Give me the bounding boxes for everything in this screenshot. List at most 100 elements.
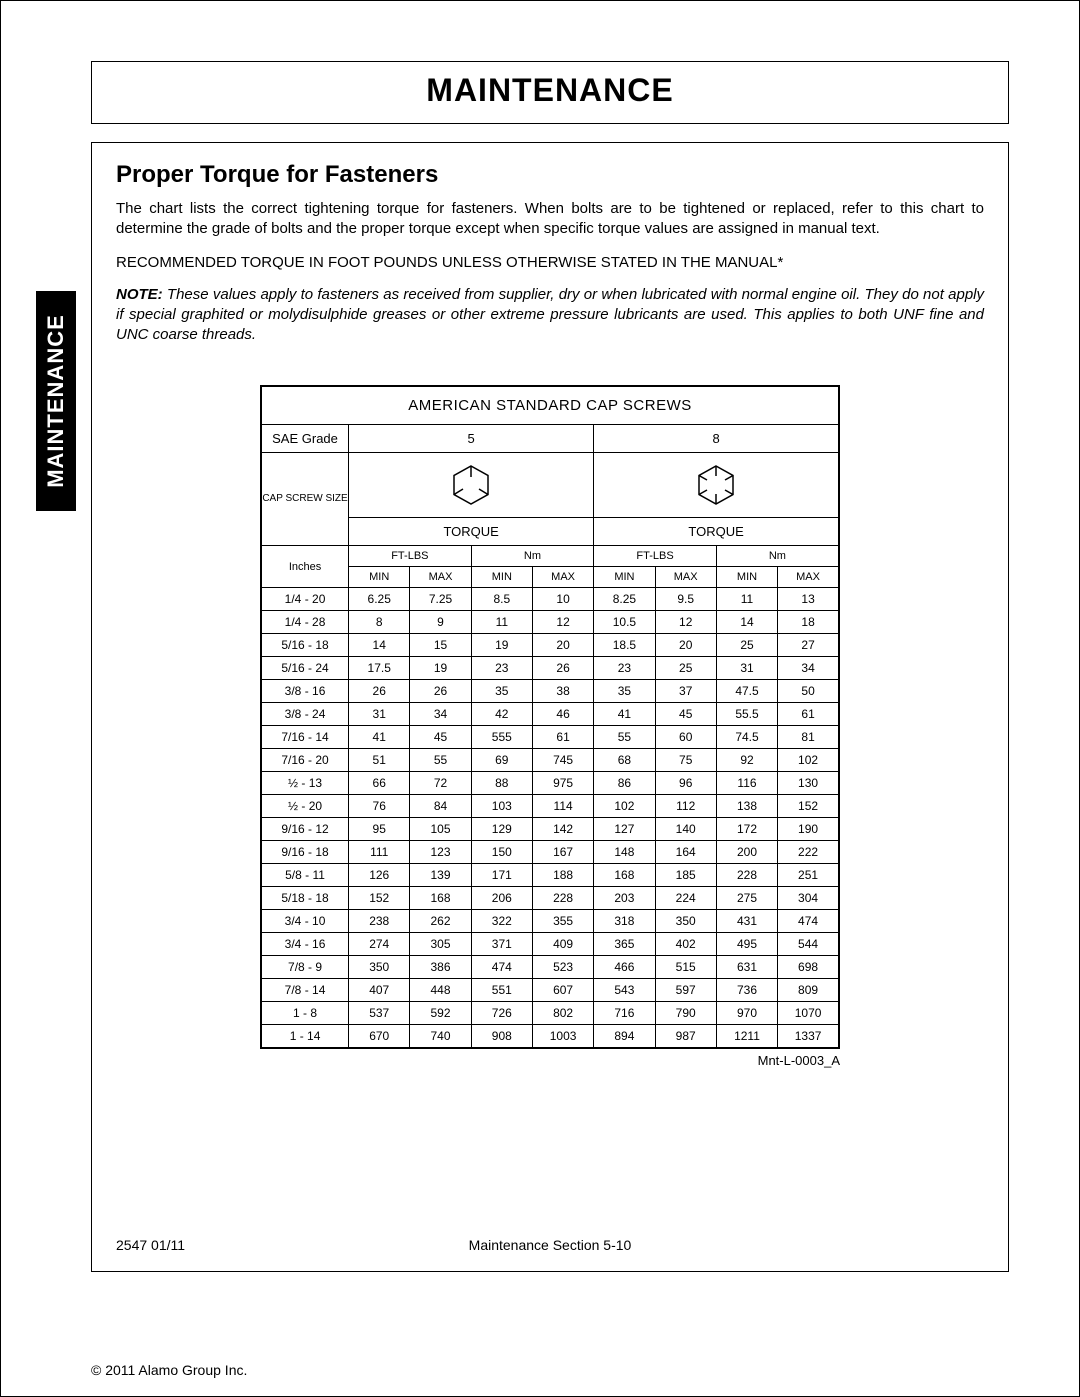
value-cell: 474	[471, 956, 532, 979]
value-cell: 14	[349, 634, 410, 657]
value-cell: 275	[716, 887, 777, 910]
size-cell: 9/16 - 12	[261, 818, 349, 841]
cap-screw-size-label: CAP SCREW SIZE	[261, 453, 349, 546]
grade-5: 5	[349, 425, 594, 453]
value-cell: 116	[716, 772, 777, 795]
value-cell: 17.5	[349, 657, 410, 680]
table-row: 3/8 - 2431344246414555.561	[261, 703, 839, 726]
grade-8-icon	[594, 453, 839, 518]
sae-label: SAE Grade	[261, 425, 349, 453]
value-cell: 112	[655, 795, 716, 818]
table-row: ½ - 136672889758696116130	[261, 772, 839, 795]
page: MAINTENANCE MAINTENANCE Proper Torque fo…	[0, 0, 1080, 1397]
value-cell: 1003	[532, 1025, 593, 1049]
minmax-row: MIN MAX MIN MAX MIN MAX MIN MAX	[261, 567, 839, 588]
value-cell: 171	[471, 864, 532, 887]
value-cell: 365	[594, 933, 655, 956]
size-cell: 9/16 - 18	[261, 841, 349, 864]
value-cell: 76	[349, 795, 410, 818]
table-row: 1 - 14670740908100389498712111337	[261, 1025, 839, 1049]
size-cell: 5/8 - 11	[261, 864, 349, 887]
value-cell: 987	[655, 1025, 716, 1049]
table-row: 7/16 - 20515569745687592102	[261, 749, 839, 772]
value-cell: 35	[471, 680, 532, 703]
intro-text: The chart lists the correct tightening t…	[116, 199, 984, 240]
value-cell: 26	[532, 657, 593, 680]
value-cell: 238	[349, 910, 410, 933]
value-cell: 200	[716, 841, 777, 864]
grade-5-icon	[349, 453, 594, 518]
value-cell: 515	[655, 956, 716, 979]
value-cell: 41	[594, 703, 655, 726]
value-cell: 127	[594, 818, 655, 841]
value-cell: 8.5	[471, 588, 532, 611]
value-cell: 23	[471, 657, 532, 680]
unit-row: Inches FT-LBS Nm FT-LBS Nm	[261, 546, 839, 567]
value-cell: 544	[778, 933, 839, 956]
value-cell: 908	[471, 1025, 532, 1049]
size-cell: 7/8 - 14	[261, 979, 349, 1002]
value-cell: 31	[716, 657, 777, 680]
value-cell: 8	[349, 611, 410, 634]
value-cell: 20	[655, 634, 716, 657]
value-cell: 802	[532, 1002, 593, 1025]
table-row: 5/18 - 18152168206228203224275304	[261, 887, 839, 910]
value-cell: 1337	[778, 1025, 839, 1049]
value-cell: 448	[410, 979, 471, 1002]
value-cell: 206	[471, 887, 532, 910]
value-cell: 129	[471, 818, 532, 841]
value-cell: 222	[778, 841, 839, 864]
value-cell: 318	[594, 910, 655, 933]
value-cell: 597	[655, 979, 716, 1002]
value-cell: 555	[471, 726, 532, 749]
value-cell: 45	[410, 726, 471, 749]
value-cell: 142	[532, 818, 593, 841]
size-cell: 3/8 - 16	[261, 680, 349, 703]
value-cell: 726	[471, 1002, 532, 1025]
size-cell: 5/16 - 18	[261, 634, 349, 657]
value-cell: 631	[716, 956, 777, 979]
value-cell: 9.5	[655, 588, 716, 611]
value-cell: 474	[778, 910, 839, 933]
size-cell: 1 - 14	[261, 1025, 349, 1049]
recommended-text: RECOMMENDED TORQUE IN FOOT POUNDS UNLESS…	[116, 254, 984, 271]
value-cell: 11	[471, 611, 532, 634]
value-cell: 431	[716, 910, 777, 933]
value-cell: 8.25	[594, 588, 655, 611]
unit-ftlbs-5: FT-LBS	[349, 546, 472, 567]
value-cell: 69	[471, 749, 532, 772]
min: MIN	[716, 567, 777, 588]
value-cell: 102	[594, 795, 655, 818]
value-cell: 168	[594, 864, 655, 887]
value-cell: 167	[532, 841, 593, 864]
table-row: 7/8 - 9350386474523466515631698	[261, 956, 839, 979]
value-cell: 25	[655, 657, 716, 680]
size-cell: ½ - 20	[261, 795, 349, 818]
value-cell: 72	[410, 772, 471, 795]
value-cell: 51	[349, 749, 410, 772]
value-cell: 224	[655, 887, 716, 910]
note-body: These values apply to fasteners as recei…	[116, 286, 984, 344]
size-cell: 5/18 - 18	[261, 887, 349, 910]
value-cell: 92	[716, 749, 777, 772]
value-cell: 495	[716, 933, 777, 956]
value-cell: 26	[349, 680, 410, 703]
value-cell: 37	[655, 680, 716, 703]
size-cell: 3/4 - 10	[261, 910, 349, 933]
size-cell: 3/8 - 24	[261, 703, 349, 726]
max: MAX	[655, 567, 716, 588]
value-cell: 274	[349, 933, 410, 956]
value-cell: 68	[594, 749, 655, 772]
value-cell: 41	[349, 726, 410, 749]
table-main-head-row: AMERICAN STANDARD CAP SCREWS	[261, 386, 839, 425]
value-cell: 736	[716, 979, 777, 1002]
value-cell: 102	[778, 749, 839, 772]
value-cell: 19	[410, 657, 471, 680]
value-cell: 148	[594, 841, 655, 864]
value-cell: 262	[410, 910, 471, 933]
value-cell: 95	[349, 818, 410, 841]
value-cell: 61	[532, 726, 593, 749]
table-row: 9/16 - 18111123150167148164200222	[261, 841, 839, 864]
value-cell: 716	[594, 1002, 655, 1025]
value-cell: 698	[778, 956, 839, 979]
